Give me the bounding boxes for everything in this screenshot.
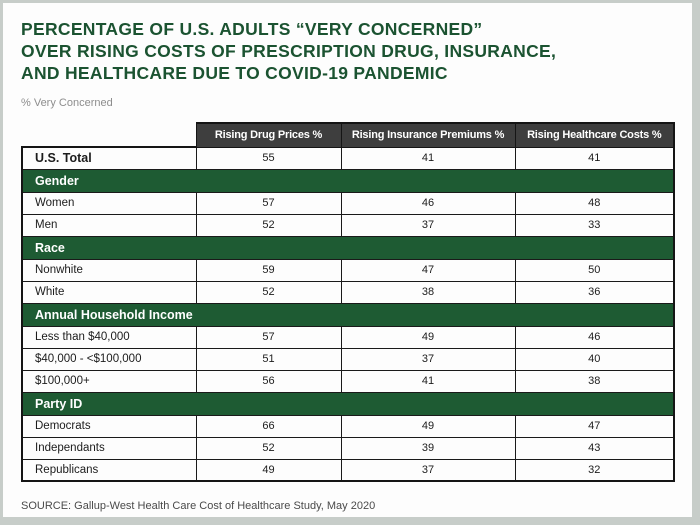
cell-value: 48 bbox=[514, 191, 675, 215]
cell-value: 49 bbox=[340, 325, 516, 349]
cell-value: 33 bbox=[514, 213, 675, 237]
cell-value: 49 bbox=[340, 414, 516, 438]
table-row-nonwhite: Nonwhite 59 47 50 bbox=[21, 258, 675, 282]
cell-value: 41 bbox=[340, 146, 516, 170]
section-row-annual-household-income: Annual Household Income bbox=[21, 302, 675, 327]
cell-value: 47 bbox=[340, 258, 516, 282]
column-header-row: Rising Drug Prices % Rising Insurance Pre… bbox=[22, 122, 675, 148]
table-row-democrats: Democrats 66 49 47 bbox=[21, 414, 675, 438]
cell-value: 52 bbox=[195, 280, 342, 304]
page-title: PERCENTAGE OF U.S. ADULTS “VERY CONCERNE… bbox=[21, 18, 692, 84]
cell-value: 32 bbox=[514, 458, 675, 482]
section-row-gender: Gender bbox=[21, 168, 675, 193]
row-label: Men bbox=[21, 213, 197, 237]
row-label: Republicans bbox=[21, 458, 197, 482]
table-row-women: Women 57 46 48 bbox=[21, 191, 675, 215]
column-header-rising-healthcare-costs: Rising Healthcare Costs % bbox=[514, 122, 675, 148]
cell-value: 46 bbox=[514, 325, 675, 349]
row-label: Less than $40,000 bbox=[21, 325, 197, 349]
cell-value: 38 bbox=[340, 280, 516, 304]
column-header-rising-insurance-premiums: Rising Insurance Premiums % bbox=[340, 122, 516, 148]
cell-value: 59 bbox=[195, 258, 342, 282]
table-row-100-000: $100,000+ 56 41 38 bbox=[21, 369, 675, 393]
table-row-less-than-40-000: Less than $40,000 57 49 46 bbox=[21, 325, 675, 349]
cell-value: 51 bbox=[195, 347, 342, 371]
table-row-40-000-100-000: $40,000 - <$100,000 51 37 40 bbox=[21, 347, 675, 371]
cell-value: 43 bbox=[514, 436, 675, 460]
cell-value: 52 bbox=[195, 213, 342, 237]
cell-value: 57 bbox=[195, 191, 342, 215]
cell-value: 37 bbox=[340, 458, 516, 482]
page-title-line: PERCENTAGE OF U.S. ADULTS “VERY CONCERNE… bbox=[21, 19, 483, 39]
column-header-rising-drug-prices: Rising Drug Prices % bbox=[195, 122, 342, 148]
cell-value: 46 bbox=[340, 191, 516, 215]
cell-value: 57 bbox=[195, 325, 342, 349]
row-label: U.S. Total bbox=[21, 146, 197, 170]
cell-value: 50 bbox=[514, 258, 675, 282]
percent-very-concerned-label: % Very Concerned bbox=[21, 97, 113, 109]
cell-value: 66 bbox=[195, 414, 342, 438]
table-row-republicans: Republicans 49 37 32 bbox=[21, 458, 675, 482]
section-header-party-id: Party ID bbox=[21, 391, 675, 416]
page-title-line: OVER RISING COSTS OF PRESCRIPTION DRUG, … bbox=[21, 41, 557, 61]
row-label: Independants bbox=[21, 436, 197, 460]
concern-table: Rising Drug Prices % Rising Insurance Pre… bbox=[21, 122, 675, 482]
source-note: SOURCE: Gallup-West Health Care Cost of … bbox=[21, 500, 376, 512]
table-row-u-s-total: U.S. Total 55 41 41 bbox=[21, 146, 675, 170]
cell-value: 49 bbox=[195, 458, 342, 482]
cell-value: 41 bbox=[340, 369, 516, 393]
row-label: Nonwhite bbox=[21, 258, 197, 282]
cell-value: 52 bbox=[195, 436, 342, 460]
row-label: Democrats bbox=[21, 414, 197, 438]
row-label: $100,000+ bbox=[21, 369, 197, 393]
cell-value: 41 bbox=[514, 146, 675, 170]
row-label: White bbox=[21, 280, 197, 304]
table-row-white: White 52 38 36 bbox=[21, 280, 675, 304]
cell-value: 36 bbox=[514, 280, 675, 304]
row-label: $40,000 - <$100,000 bbox=[21, 347, 197, 371]
page-title-line: AND HEALTHCARE DUE TO COVID-19 PANDEMIC bbox=[21, 63, 448, 83]
cell-value: 47 bbox=[514, 414, 675, 438]
table-row-men: Men 52 37 33 bbox=[21, 213, 675, 237]
cell-value: 38 bbox=[514, 369, 675, 393]
cell-value: 40 bbox=[514, 347, 675, 371]
header-spacer-cell bbox=[22, 123, 196, 147]
section-header-gender: Gender bbox=[21, 168, 675, 193]
section-header-race: Race bbox=[21, 235, 675, 260]
cell-value: 55 bbox=[195, 146, 342, 170]
section-header-annual-household-income: Annual Household Income bbox=[21, 302, 675, 327]
section-row-race: Race bbox=[21, 235, 675, 260]
row-label: Women bbox=[21, 191, 197, 215]
section-row-party-id: Party ID bbox=[21, 391, 675, 416]
cell-value: 39 bbox=[340, 436, 516, 460]
cell-value: 56 bbox=[195, 369, 342, 393]
table-row-independants: Independants 52 39 43 bbox=[21, 436, 675, 460]
cell-value: 37 bbox=[340, 347, 516, 371]
concern-table-body: U.S. Total 55 41 41 Gender Women 57 46 48 Men 52 37… bbox=[21, 146, 675, 482]
cell-value: 37 bbox=[340, 213, 516, 237]
